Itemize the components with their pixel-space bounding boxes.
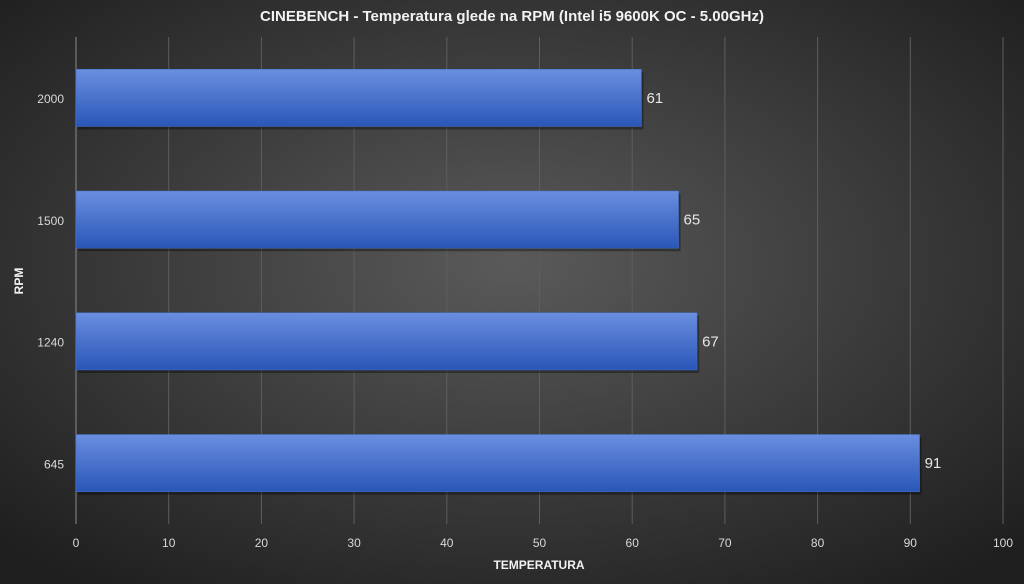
x-tick-label: 100 [993,536,1013,550]
bar [75,69,642,127]
x-tick-label: 70 [718,536,732,550]
y-axis-title: RPM [12,268,26,295]
chart-title: CINEBENCH - Temperatura glede na RPM (In… [260,8,764,25]
x-tick-label: 20 [255,536,269,550]
data-label: 61 [646,90,663,107]
data-label: 91 [925,455,942,472]
bar [75,190,679,249]
x-axis-title: TEMPERATURA [493,558,584,572]
y-tick-label: 1240 [37,336,64,350]
x-tick-label: 80 [811,536,825,550]
x-tick-label: 30 [347,536,361,550]
x-tick-label: 90 [904,536,918,550]
x-tick-label: 0 [73,536,80,550]
x-tick-label: 50 [533,536,547,550]
y-tick-label: 2000 [37,92,64,106]
x-tick-label: 40 [440,536,454,550]
y-tick-label: 1500 [37,214,64,228]
data-label: 67 [702,333,719,350]
data-label: 65 [684,212,701,229]
x-tick-label: 10 [162,536,176,550]
y-tick-label: 645 [44,457,64,471]
bar [75,312,698,371]
bar [75,434,920,492]
x-tick-label: 60 [626,536,640,550]
